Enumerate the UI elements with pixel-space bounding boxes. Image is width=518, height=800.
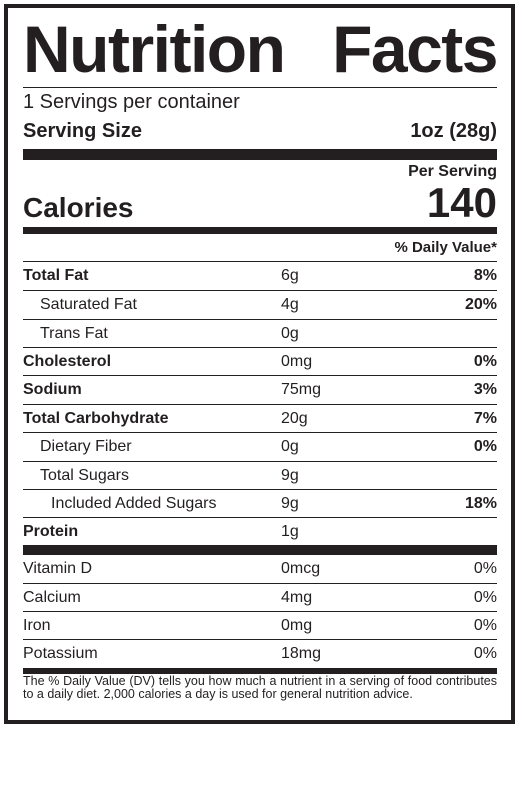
serving-size-row: Serving Size 1oz (28g) <box>23 118 497 144</box>
serving-size-value: 1oz (28g) <box>410 120 497 142</box>
nutrient-amount: 0g <box>281 325 299 342</box>
nutrient-name: Dietary Fiber <box>40 438 132 455</box>
nutrient-name: Cholesterol <box>23 353 112 370</box>
nutrient-row-dietary-fiber: Dietary Fiber 0g 0% <box>23 433 497 461</box>
row-divider <box>23 611 497 612</box>
nutrient-daily-value: 0% <box>473 438 497 455</box>
per-serving-label: Per Serving <box>408 163 497 180</box>
serving-size-label: Serving Size <box>23 120 142 142</box>
nutrient-name: Total Carbohydrate <box>23 410 169 427</box>
title-word-facts: Facts <box>332 12 498 86</box>
nutrient-row-sodium: Sodium 75mg 3% <box>23 376 497 404</box>
medium-divider-calories <box>23 227 497 234</box>
nutrient-amount: 4g <box>281 296 299 313</box>
row-divider <box>23 489 497 490</box>
label-title: Nutrition Facts <box>23 12 498 86</box>
row-divider <box>23 461 497 462</box>
row-divider <box>23 319 497 320</box>
nutrient-amount: 6g <box>281 267 299 284</box>
daily-value-footnote: The % Daily Value (DV) tells you how muc… <box>23 674 497 701</box>
vitamin-amount: 0mg <box>281 617 313 634</box>
nutrient-amount: 9g <box>281 495 299 512</box>
nutrient-name: Protein <box>23 523 79 540</box>
nutrient-daily-value: 7% <box>473 410 497 427</box>
nutrient-row-trans-fat: Trans Fat 0g <box>23 320 497 348</box>
label-content: Nutrition Facts 1 Servings per container… <box>23 8 498 720</box>
vitamin-row-potassium: Potassium 18mg 0% <box>23 640 497 668</box>
row-divider <box>23 375 497 376</box>
vitamin-name: Vitamin D <box>23 560 93 577</box>
nutrient-amount: 20g <box>281 410 308 427</box>
row-divider <box>23 261 497 262</box>
nutrient-daily-value: 0% <box>473 353 497 370</box>
row-divider <box>23 432 497 433</box>
vitamin-daily-value: 0% <box>473 617 497 634</box>
row-divider <box>23 639 497 640</box>
nutrient-amount: 0mg <box>281 353 313 370</box>
thick-divider-top <box>23 149 497 160</box>
nutrient-row-total-carbohydrate: Total Carbohydrate 20g 7% <box>23 405 497 433</box>
nutrient-name: Saturated Fat <box>40 296 137 313</box>
nutrient-daily-value: 8% <box>473 267 497 284</box>
vitamin-amount: 4mg <box>281 589 313 606</box>
nutrient-row-cholesterol: Cholesterol 0mg 0% <box>23 348 497 376</box>
nutrient-daily-value: 20% <box>464 296 497 313</box>
row-divider <box>23 517 497 518</box>
nutrient-amount: 1g <box>281 523 299 540</box>
nutrient-daily-value: 3% <box>473 381 497 398</box>
nutrient-name: Sodium <box>23 381 82 398</box>
vitamin-daily-value: 0% <box>473 645 497 662</box>
calories-value: 140 <box>426 179 497 226</box>
nutrient-daily-value: 18% <box>464 495 497 512</box>
vitamin-name: Iron <box>23 617 51 634</box>
nutrient-row-total-fat: Total Fat 6g 8% <box>23 262 497 290</box>
nutrient-name: Total Fat <box>23 267 89 284</box>
nutrient-row-added-sugars: Included Added Sugars 9g 18% <box>23 490 497 518</box>
title-divider <box>23 87 497 88</box>
footnote-divider <box>23 668 497 674</box>
row-divider <box>23 404 497 405</box>
nutrient-amount: 75mg <box>281 381 322 398</box>
vitamin-amount: 0mcg <box>281 560 321 577</box>
row-divider <box>23 347 497 348</box>
vitamin-name: Potassium <box>23 645 98 662</box>
vitamin-daily-value: 0% <box>473 589 497 606</box>
nutrient-row-protein: Protein 1g <box>23 518 497 546</box>
nutrient-name: Included Added Sugars <box>51 495 217 512</box>
nutrient-name: Trans Fat <box>40 325 108 342</box>
calories-label: Calories <box>23 192 134 223</box>
vitamin-row-iron: Iron 0mg 0% <box>23 612 497 640</box>
vitamin-row-vitamin-d: Vitamin D 0mcg 0% <box>23 555 497 583</box>
nutrient-row-total-sugars: Total Sugars 9g <box>23 462 497 490</box>
row-divider <box>23 583 497 584</box>
daily-value-header: % Daily Value* <box>394 239 497 256</box>
title-word-nutrition: Nutrition <box>23 12 286 86</box>
row-divider <box>23 290 497 291</box>
nutrient-row-saturated-fat: Saturated Fat 4g 20% <box>23 291 497 319</box>
servings-per-container: 1 Servings per container <box>23 91 240 113</box>
vitamin-row-calcium: Calcium 4mg 0% <box>23 584 497 612</box>
nutrient-amount: 9g <box>281 467 299 484</box>
thick-divider-vitamins <box>23 545 497 555</box>
nutrient-amount: 0g <box>281 438 299 455</box>
nutrient-name: Total Sugars <box>40 467 129 484</box>
vitamin-daily-value: 0% <box>473 560 497 577</box>
nutrition-facts-label: Nutrition Facts 1 Servings per container… <box>4 4 515 724</box>
vitamin-amount: 18mg <box>281 645 322 662</box>
vitamin-name: Calcium <box>23 589 81 606</box>
